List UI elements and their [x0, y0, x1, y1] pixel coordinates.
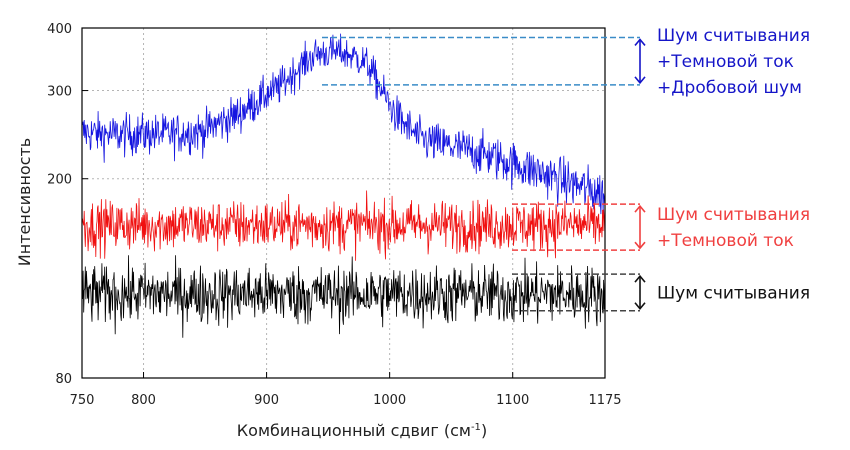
series-line [81, 33, 606, 215]
x-tick-label: 750 [70, 393, 95, 408]
annotation-label: +Темновой ток [657, 231, 794, 251]
annotation-arrowhead [634, 241, 646, 250]
x-axis-ticks: 750 800 900 1000 1100 1175 [70, 372, 622, 408]
x-tick-label: 1175 [588, 393, 621, 408]
annotation-label: Шум считывания [657, 26, 810, 46]
y-tick-label: 200 [47, 173, 72, 188]
noise-annotations: Шум считывания +Темновой ток +Дробовой шум… [322, 26, 810, 312]
x-tick-label: 1100 [496, 393, 529, 408]
series-lines [81, 33, 606, 338]
plot-frame [81, 27, 606, 379]
annotation-label: Шум считывания [657, 205, 810, 225]
annotation-arrowhead [634, 302, 646, 310]
annotation-arrowhead [634, 76, 646, 85]
grid-lines [82, 28, 605, 378]
y-tick-label: 400 [47, 22, 72, 37]
x-axis-title: Комбинационный сдвиг (см-1) [237, 421, 487, 440]
x-tick-label: 800 [131, 393, 156, 408]
annotation-label: +Дробовой шум [657, 78, 802, 98]
series-line [81, 190, 606, 261]
y-tick-label: 80 [55, 372, 72, 387]
annotation-arrowhead [634, 38, 646, 46]
annotation-arrowhead [634, 274, 646, 283]
x-tick-label: 900 [254, 393, 279, 408]
x-tick-label: 1000 [373, 393, 406, 408]
annotation-label: +Темновой ток [657, 52, 794, 72]
y-axis-ticks: 80 200 300 400 [47, 22, 88, 387]
series-line [81, 255, 606, 338]
y-axis-title: Интенсивность [15, 138, 34, 266]
annotation-label: Шум считывания [657, 283, 810, 303]
annotation-arrowhead [634, 204, 646, 213]
y-tick-label: 300 [47, 85, 72, 100]
